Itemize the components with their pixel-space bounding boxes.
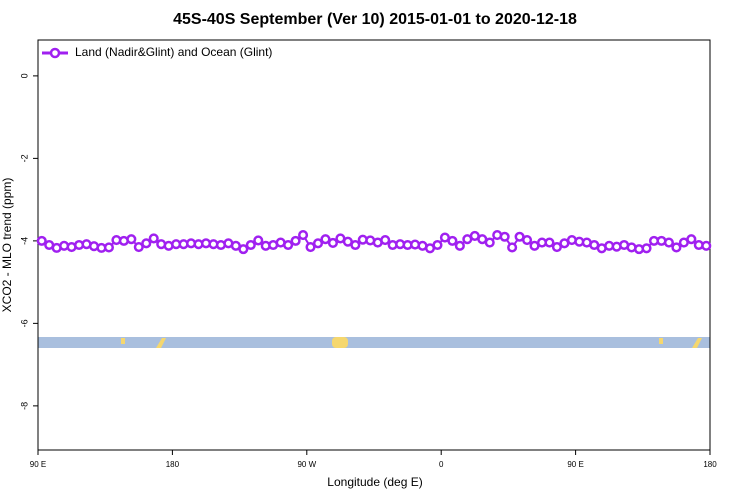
data-point — [305, 242, 316, 253]
x-tick-label: 0 — [439, 460, 444, 469]
x-axis-label: Longitude (deg E) — [327, 475, 422, 489]
x-tick-label: 90 E — [30, 460, 46, 469]
ocean-strip — [38, 337, 710, 348]
data-point — [320, 234, 331, 245]
data-point — [551, 242, 562, 253]
data-point — [454, 240, 465, 251]
data-point — [432, 239, 443, 251]
data-point — [641, 243, 652, 254]
legend-marker — [49, 47, 61, 59]
data-point — [133, 242, 144, 253]
data-point — [36, 235, 47, 246]
data-point — [499, 231, 510, 242]
x-tick-label: 90 W — [297, 460, 316, 469]
land-patch — [156, 338, 166, 348]
x-tick-label: 180 — [703, 460, 717, 469]
data-point — [507, 242, 518, 253]
data-point — [298, 230, 309, 241]
data-point — [312, 238, 324, 249]
legend-label: Land (Nadir&Glint) and Ocean (Glint) — [75, 45, 272, 59]
data-point — [447, 235, 458, 246]
y-tick-label: 0 — [19, 73, 29, 78]
y-axis-label: XCO2 - MLO trend (ppm) — [0, 178, 14, 313]
data-point — [103, 242, 114, 253]
data-point — [253, 235, 264, 246]
land-patch — [692, 338, 702, 348]
data-point — [380, 235, 391, 246]
y-tick-label: -8 — [19, 402, 29, 410]
data-point — [245, 239, 256, 251]
data-point — [238, 244, 249, 255]
chart-title: 45S-40S September (Ver 10) 2015-01-01 to… — [173, 11, 577, 28]
land-patch — [332, 337, 348, 348]
data-point — [126, 234, 137, 245]
y-tick-label: -6 — [19, 319, 29, 327]
data-point — [148, 233, 159, 244]
data-point — [686, 234, 697, 245]
data-point — [484, 237, 495, 248]
map-strip — [38, 337, 710, 348]
data-point — [522, 235, 533, 246]
data-point — [141, 238, 152, 249]
x-tick-label: 180 — [166, 460, 180, 469]
data-point — [350, 239, 361, 251]
data-point — [671, 242, 682, 253]
data-point — [701, 240, 712, 251]
land-patch — [659, 338, 663, 344]
data-point — [283, 239, 294, 251]
data-point — [290, 235, 301, 246]
y-tick-label: -2 — [19, 154, 29, 162]
land-patch — [121, 338, 125, 344]
y-tick-label: -4 — [19, 237, 29, 245]
data-point — [663, 237, 674, 248]
x-tick-label: 90 E — [567, 460, 583, 469]
data-point — [544, 237, 555, 248]
data-point — [327, 237, 338, 248]
